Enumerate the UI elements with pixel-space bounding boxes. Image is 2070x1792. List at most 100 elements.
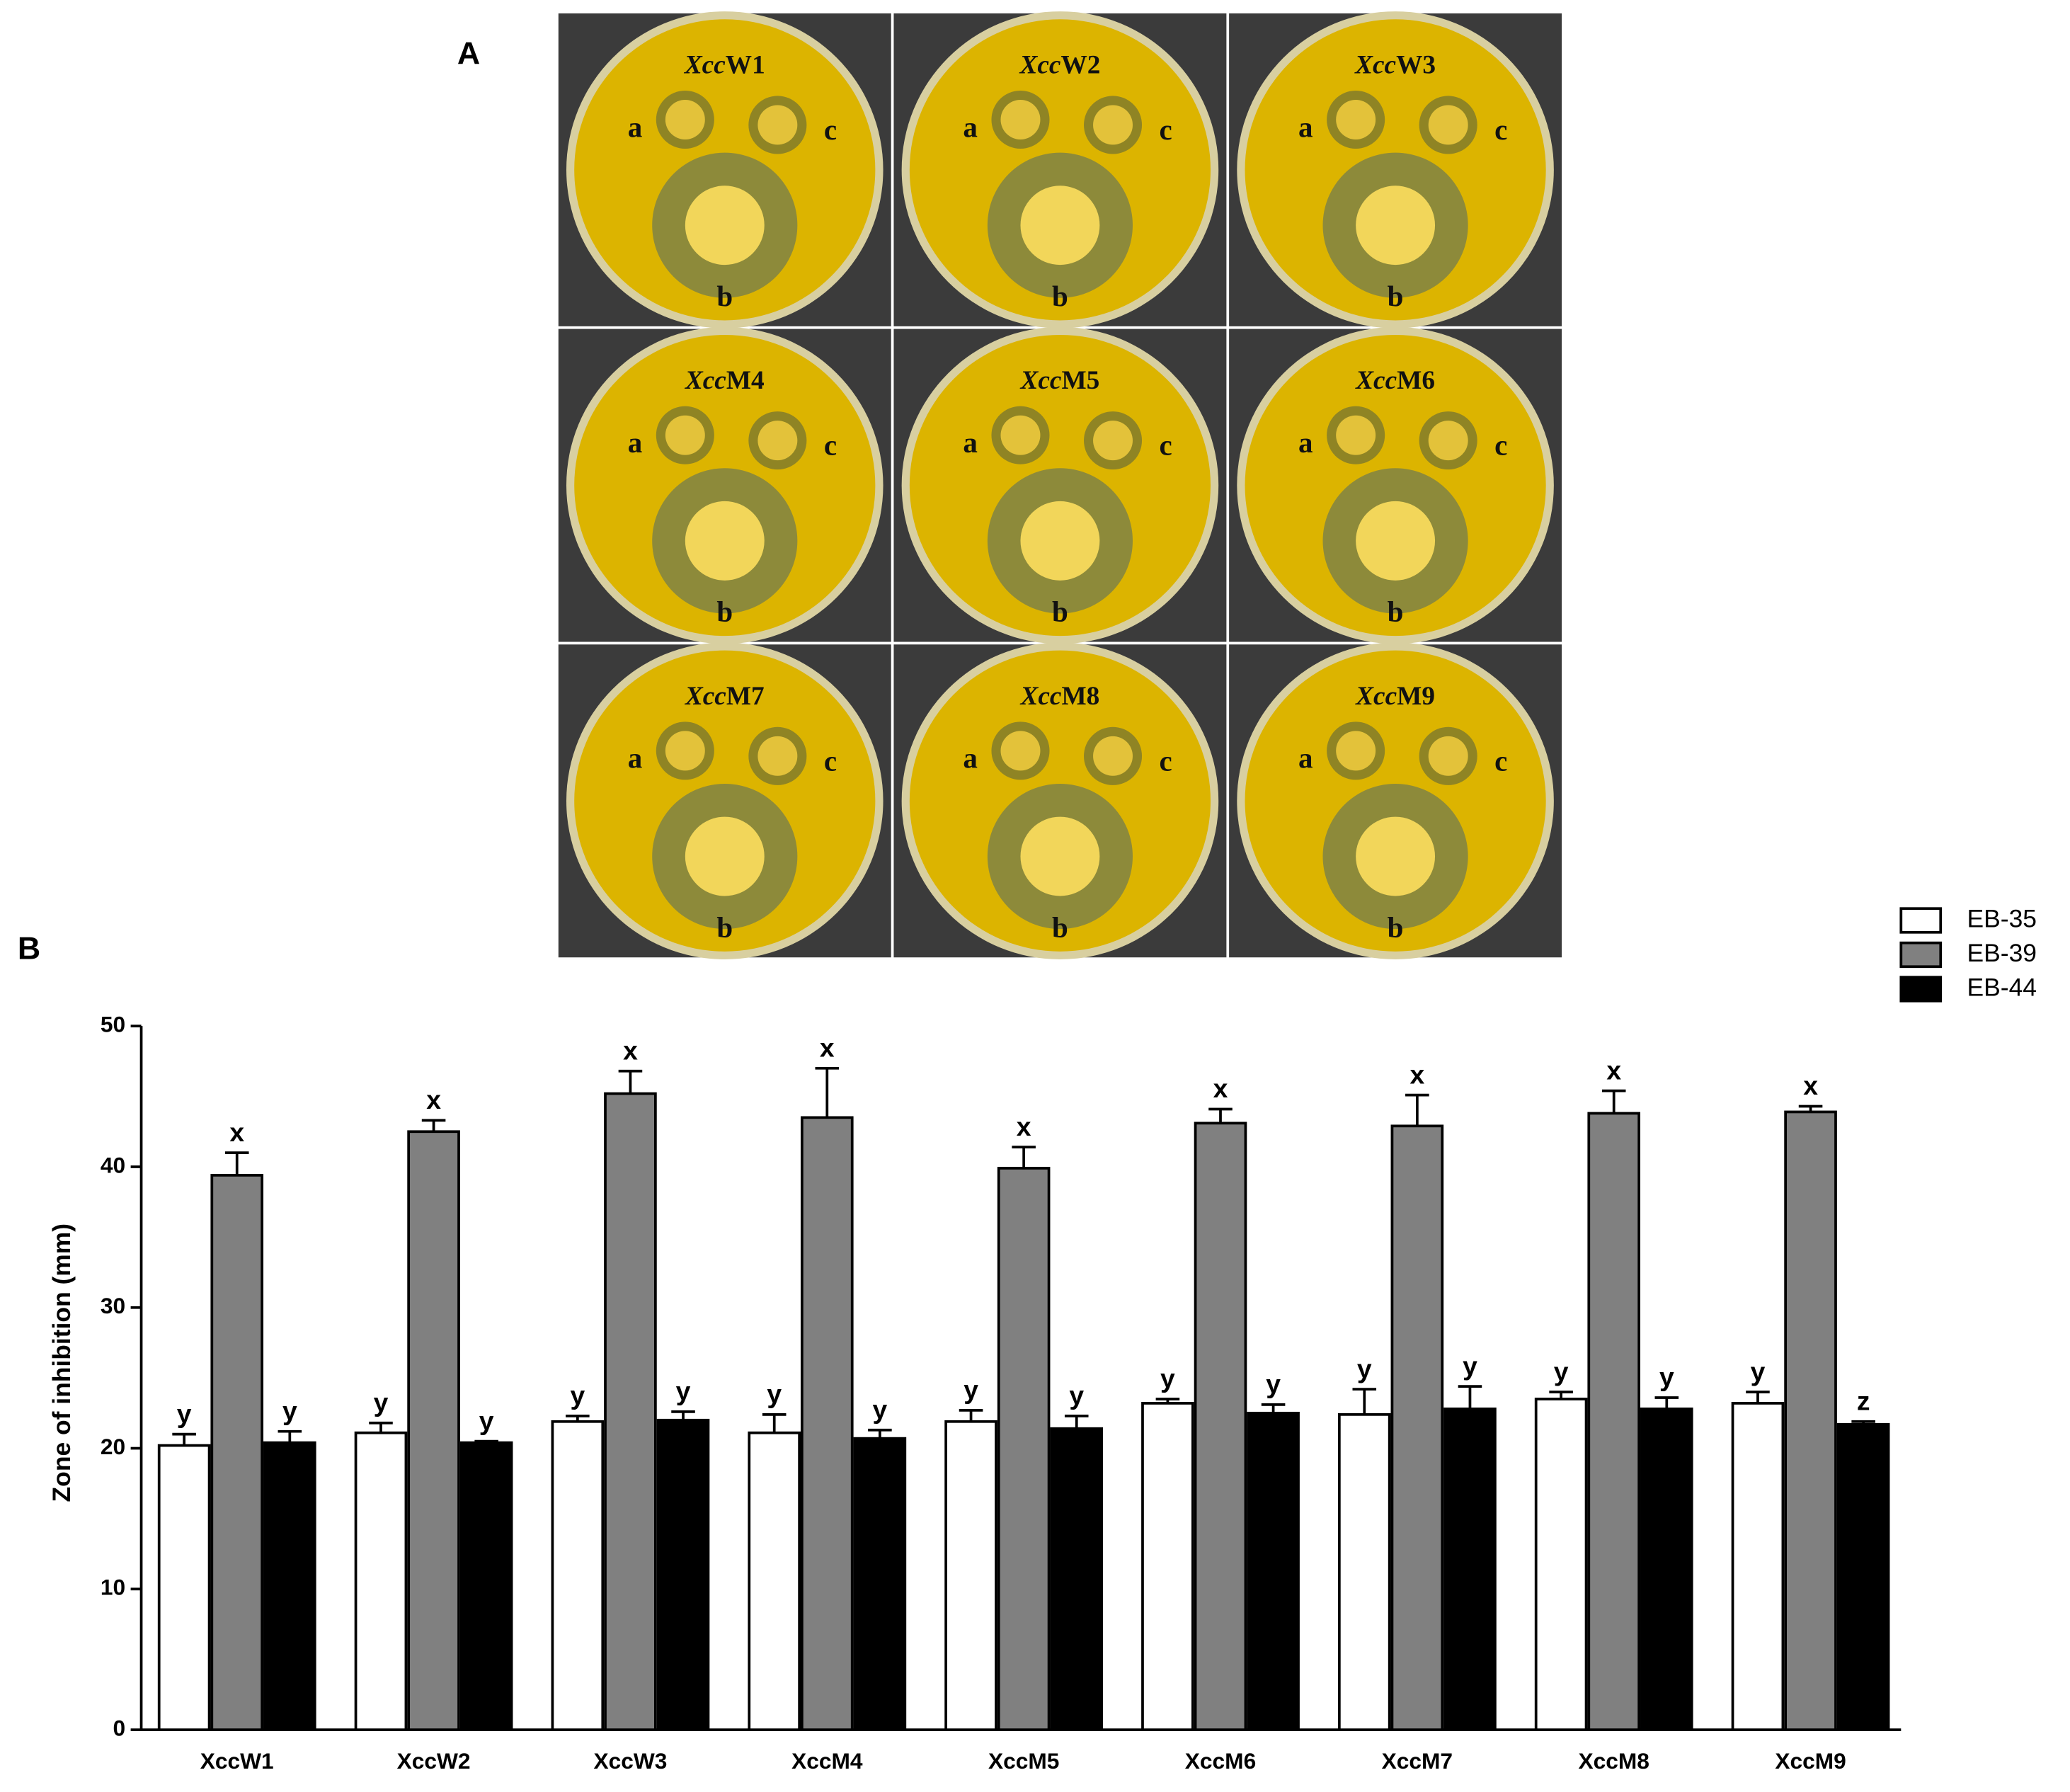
strain: M4 (726, 366, 765, 395)
legend-swatch (1899, 941, 1943, 969)
bar (1337, 1413, 1391, 1731)
significance-letter: z (1857, 1386, 1870, 1416)
colony (757, 421, 798, 461)
spot-label: b (1388, 911, 1404, 943)
x-tick-label: XccM9 (1775, 1748, 1846, 1774)
spot-label: b (716, 911, 733, 943)
colony (665, 415, 705, 455)
significance-letter: y (479, 1405, 494, 1435)
spot-label: c (824, 429, 837, 462)
colony (1020, 501, 1100, 581)
bar (997, 1167, 1051, 1731)
error-bar (1851, 1420, 1875, 1425)
bar (354, 1431, 408, 1731)
colony (1020, 186, 1100, 266)
error-bar (1261, 1403, 1286, 1413)
spot-label: a (963, 426, 978, 459)
error-bar (1064, 1414, 1089, 1429)
error-bar (1798, 1105, 1823, 1112)
error-bar (868, 1428, 892, 1439)
significance-letter: y (676, 1376, 691, 1406)
error-bar (1746, 1391, 1770, 1403)
error-bar (618, 1069, 643, 1094)
bar (1784, 1110, 1837, 1731)
significance-letter: y (1659, 1362, 1674, 1392)
strain: M5 (1061, 366, 1099, 395)
bar (1050, 1427, 1104, 1731)
colony (685, 816, 765, 896)
colony (1093, 105, 1133, 145)
spot-label: a (628, 426, 643, 459)
legend-label: EB-44 (1967, 973, 2037, 1001)
bar (1141, 1402, 1194, 1731)
bar (944, 1420, 997, 1731)
plate-title: XccW3 (1354, 50, 1436, 79)
bar (656, 1418, 710, 1731)
x-tick-label: XccM8 (1579, 1748, 1649, 1774)
bar (551, 1420, 605, 1731)
colony (1356, 186, 1436, 266)
bar (1731, 1402, 1785, 1731)
significance-letter: x (1213, 1073, 1228, 1103)
bar (157, 1444, 211, 1731)
error-bar (762, 1413, 787, 1433)
genus: Xcc (1355, 366, 1397, 395)
spot-label: b (1388, 280, 1404, 312)
colony (1428, 736, 1468, 776)
x-tick-label: XccW2 (397, 1748, 471, 1774)
plate-title: XccM6 (1355, 366, 1435, 395)
bar (748, 1431, 801, 1731)
significance-letter: y (1463, 1351, 1477, 1381)
significance-letter: x (623, 1036, 638, 1066)
plate-title: XccM4 (685, 366, 765, 395)
significance-letter: y (374, 1387, 389, 1417)
colony (1000, 731, 1041, 771)
error-bar (1012, 1146, 1036, 1168)
plate-grid: XccW1abcXccW2abcXccW3abcXccM4abcXccM5abc… (558, 11, 1562, 960)
x-tick-label: XccM5 (988, 1748, 1059, 1774)
plate-title: XccW1 (684, 50, 765, 79)
spot-label: b (1052, 280, 1068, 312)
error-bar (1352, 1388, 1377, 1415)
colony (685, 186, 765, 266)
colony (665, 100, 705, 139)
x-tick-label: XccM7 (1382, 1748, 1453, 1774)
spot-label: b (716, 595, 733, 628)
spot-label: c (1494, 113, 1507, 146)
strain: M6 (1397, 366, 1435, 395)
significance-letter: x (1409, 1059, 1424, 1089)
spot-label: a (628, 110, 643, 143)
significance-letter: x (1606, 1055, 1621, 1085)
y-tick-label: 50 (101, 1012, 125, 1037)
colony (1093, 736, 1133, 776)
error-bar (566, 1414, 590, 1422)
genus: Xcc (1020, 366, 1062, 395)
spot-label: c (1160, 429, 1172, 462)
spot-label: a (963, 742, 978, 775)
significance-letter: y (963, 1375, 978, 1405)
error-bar (474, 1439, 498, 1443)
significance-letter: y (1069, 1381, 1084, 1410)
bar (407, 1130, 460, 1731)
spot-label: c (1160, 113, 1172, 146)
spot-label: c (824, 113, 837, 146)
bar (1587, 1112, 1641, 1731)
spot-label: a (1298, 426, 1313, 459)
y-tick-label: 20 (101, 1434, 125, 1459)
strain: M9 (1397, 681, 1435, 710)
panel-label: A (457, 35, 480, 71)
significance-letter: x (1803, 1071, 1818, 1100)
error-bar (959, 1409, 983, 1422)
significance-letter: x (426, 1085, 441, 1114)
significance-letter: y (873, 1394, 888, 1424)
colony (1356, 816, 1436, 896)
significance-letter: x (1017, 1112, 1031, 1141)
colony (1336, 731, 1376, 771)
spot-label: a (963, 110, 978, 143)
genus: Xcc (685, 681, 726, 710)
significance-letter: y (1266, 1369, 1281, 1399)
bar (210, 1174, 264, 1731)
bar (1534, 1398, 1588, 1731)
